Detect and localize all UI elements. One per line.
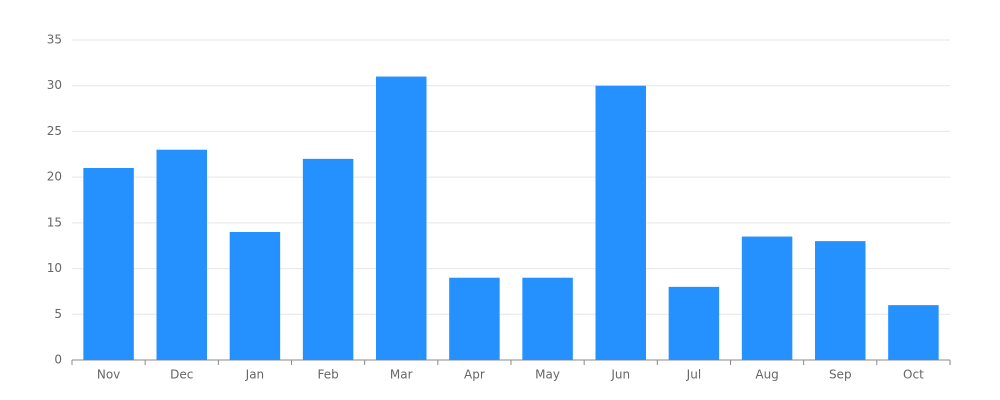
y-tick-label: 20 [47,170,62,184]
bar [156,149,207,360]
bar [302,158,354,360]
bar [449,277,500,360]
x-tick-label: Jul [686,368,701,382]
x-tick-label: Nov [97,368,120,382]
y-tick-label: 25 [47,124,62,138]
bar [815,241,866,360]
bar [83,168,134,360]
bar [668,286,720,360]
x-tick-label: May [535,368,560,382]
x-tick-label: Jun [610,368,630,382]
bar [522,277,573,360]
x-tick-label: Aug [755,368,778,382]
y-tick-label: 35 [47,33,62,47]
y-tick-label: 0 [54,353,62,367]
x-tick-label: Dec [170,368,193,382]
y-tick-label: 15 [47,215,62,229]
x-tick-label: Sep [829,368,852,382]
y-tick-label: 5 [54,307,62,321]
bar [741,236,793,360]
x-tick-label: Oct [903,368,924,382]
bar [229,232,281,360]
bar [888,305,939,360]
bar [376,76,427,361]
y-tick-label: 10 [47,261,62,275]
x-tick-label: Mar [390,368,413,382]
x-tick-label: Jan [245,368,265,382]
x-tick-label: Feb [317,368,338,382]
x-tick-label: Apr [464,368,485,382]
y-tick-label: 30 [47,78,62,92]
bar [595,85,646,360]
